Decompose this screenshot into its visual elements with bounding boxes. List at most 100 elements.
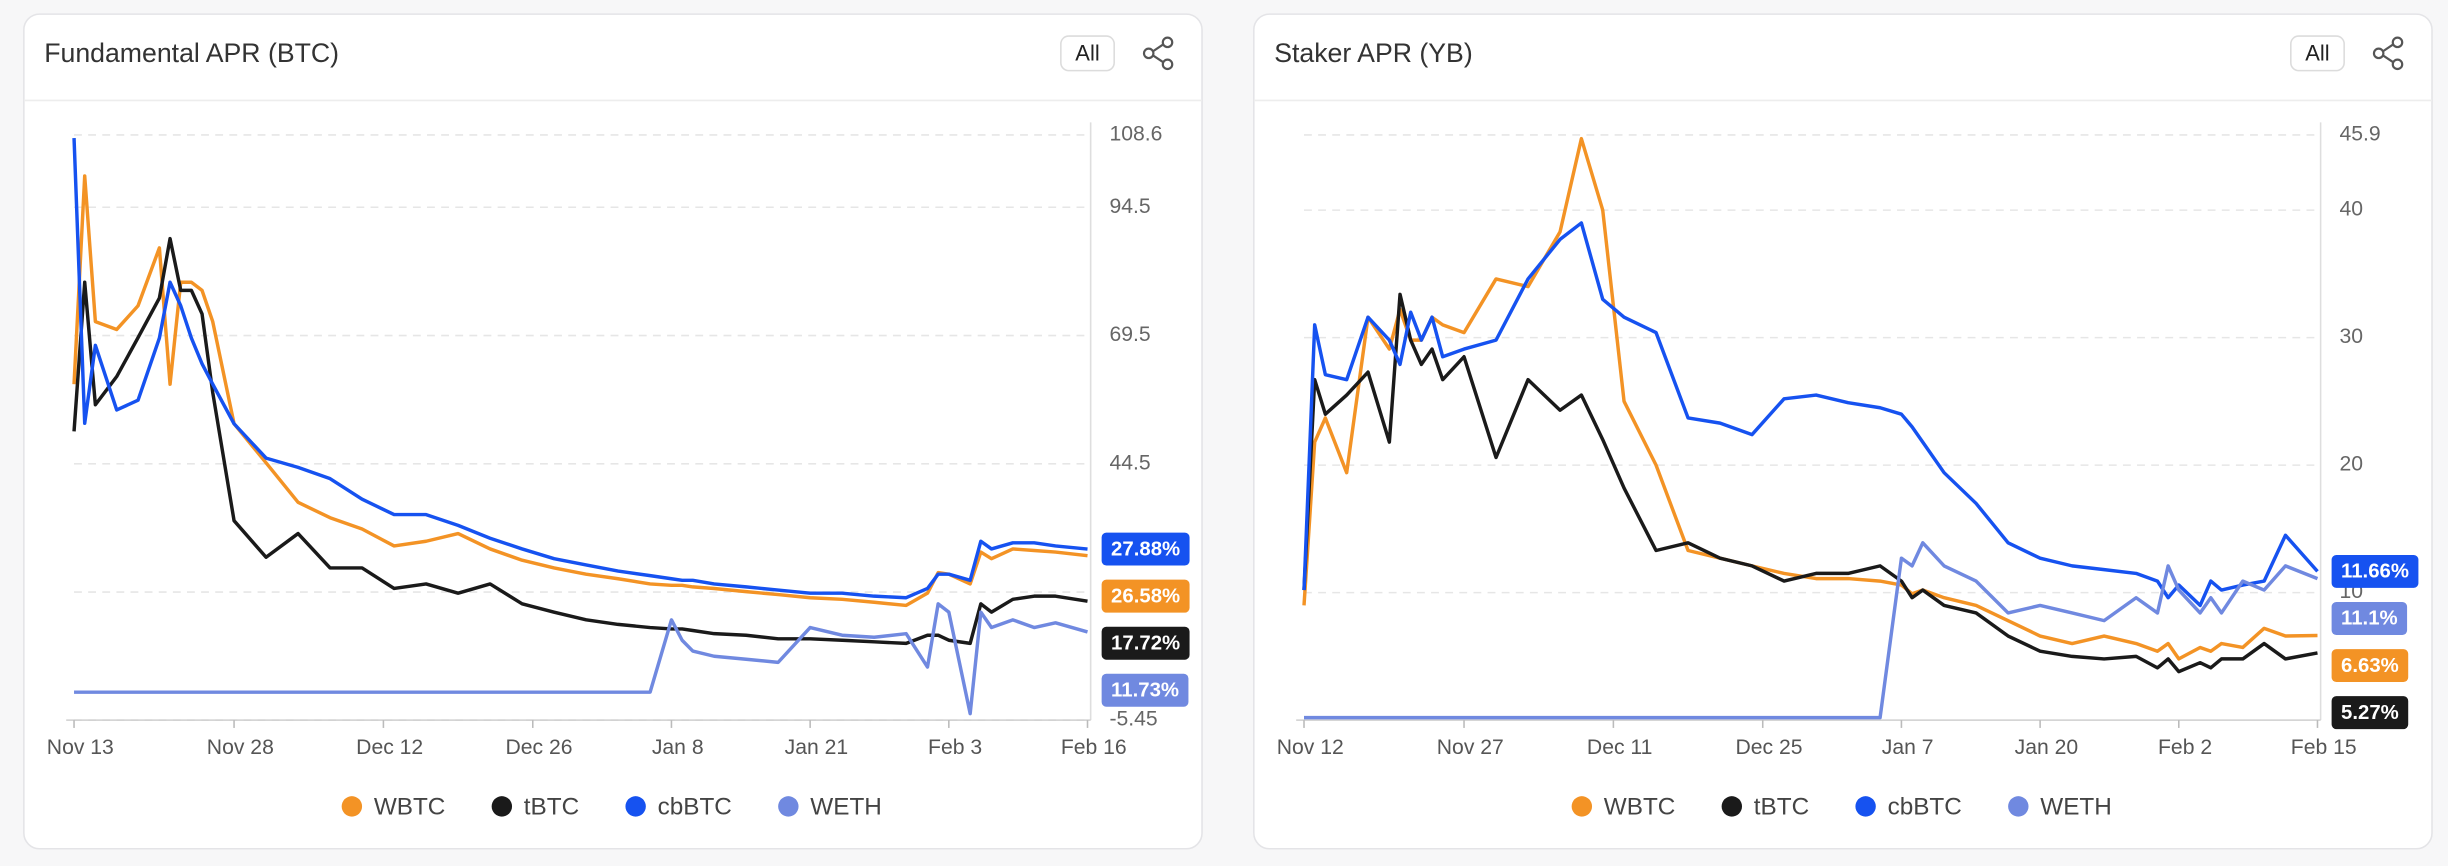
card	[1253, 13, 2433, 850]
value-badge: 26.58%	[1101, 579, 1190, 613]
legend-item: cbBTC	[625, 793, 732, 820]
value-badge-box	[1101, 626, 1190, 660]
y-tick-label: 40	[2339, 198, 2363, 221]
share-icon[interactable]	[1142, 36, 1174, 71]
series-line	[1302, 221, 2319, 608]
value-badge-box	[1101, 579, 1190, 613]
y-tick-label: 69.5	[1109, 323, 1150, 346]
range-button-label[interactable]: All	[1075, 41, 1099, 66]
legend-label: tBTC	[524, 793, 579, 820]
x-tick-label: Feb 3	[928, 736, 982, 759]
value-badge-box	[1101, 532, 1190, 566]
legend-label: WETH	[810, 793, 882, 820]
share-node[interactable]	[1161, 36, 1174, 49]
legend-item: WBTC	[341, 793, 446, 820]
chart-card: Fundamental APR (BTC) All 108.6 94.5 69.5 44.…	[23, 13, 1203, 850]
x-tick-label: Nov 28	[207, 736, 274, 759]
share-icon[interactable]	[2372, 36, 2404, 71]
legend-label: cbBTC	[658, 793, 732, 820]
range-button[interactable]: All	[1060, 35, 1115, 72]
value-label: 11.66%	[2341, 561, 2409, 583]
legend-marker	[341, 796, 363, 817]
value-label: 27.88%	[1111, 538, 1180, 560]
legend-marker	[491, 796, 513, 817]
range-button-box[interactable]	[2290, 35, 2345, 72]
value-label: 11.73%	[1111, 679, 1179, 701]
value-badge: 11.1%	[2331, 602, 2408, 635]
legend-item: tBTC	[1721, 793, 1809, 820]
range-button[interactable]: All	[2290, 35, 2345, 72]
chart-title: Staker APR (YB)	[1274, 38, 1473, 68]
value-badge-box	[2331, 696, 2409, 730]
share-node[interactable]	[2391, 58, 2404, 71]
legend-marker	[1721, 796, 1743, 817]
value-badge: 11.66%	[2331, 554, 2419, 588]
x-tick-label: Nov 13	[47, 736, 114, 759]
y-tick-label: 44.5	[1109, 451, 1150, 474]
series-line	[1304, 541, 2319, 720]
share-node[interactable]	[1142, 47, 1155, 60]
y-tick-label: 94.5	[1109, 195, 1150, 218]
x-tick-label: Nov 12	[1277, 736, 1344, 759]
y-tick-label: -5.45	[1109, 708, 1157, 731]
share-link[interactable]	[2382, 54, 2394, 63]
legend-item: WBTC	[1571, 793, 1676, 820]
legend-label: WBTC	[1604, 793, 1676, 820]
share-node[interactable]	[2391, 36, 2404, 49]
legend-marker	[1855, 796, 1876, 817]
range-button-box[interactable]	[1060, 35, 1115, 72]
value-badge-box	[2331, 602, 2408, 635]
share-node[interactable]	[2372, 47, 2385, 60]
x-tick-label: Jan 7	[1882, 736, 1934, 759]
value-badge-box	[2331, 554, 2419, 588]
series-line	[74, 602, 1088, 716]
range-button-label[interactable]: All	[2305, 41, 2329, 66]
legend-label: cbBTC	[1888, 793, 1962, 820]
value-badge-box	[2331, 649, 2409, 683]
series-line	[72, 236, 1088, 646]
y-tick-label: 20	[2339, 453, 2363, 476]
share-link[interactable]	[1152, 54, 1164, 63]
series-line	[1302, 292, 2318, 674]
y-tick-label: 30	[2339, 325, 2363, 348]
legend-label: WETH	[2040, 793, 2112, 820]
x-tick-label: Jan 8	[652, 736, 704, 759]
x-tick-label: Jan 20	[2015, 736, 2079, 759]
x-tick-label: Dec 12	[356, 736, 423, 759]
value-label: 11.1%	[2341, 608, 2398, 630]
series-line	[72, 137, 1088, 600]
x-tick-label: Dec 11	[1587, 736, 1652, 759]
legend-item: tBTC	[491, 793, 579, 820]
value-badge: 27.88%	[1101, 532, 1190, 566]
value-badge: 11.73%	[1101, 673, 1189, 707]
x-tick-label: Feb 16	[1061, 736, 1127, 759]
legend-label: WBTC	[374, 793, 446, 820]
value-label: 26.58%	[1111, 585, 1180, 607]
x-tick-label: Jan 21	[785, 736, 849, 759]
legend-item: WETH	[2008, 793, 2112, 820]
share-link[interactable]	[2382, 43, 2394, 52]
y-tick-label: 45.9	[2339, 123, 2380, 146]
legend-marker	[625, 796, 646, 817]
value-badge-box	[1101, 673, 1189, 707]
legend-label: tBTC	[1754, 793, 1809, 820]
value-label: 6.63%	[2341, 655, 2399, 677]
legend-marker	[1571, 796, 1593, 817]
chart-title: Fundamental APR (BTC)	[44, 38, 339, 68]
value-badge: 17.72%	[1101, 626, 1190, 660]
legend-item: cbBTC	[1855, 793, 1962, 820]
legend-item: WETH	[778, 793, 882, 820]
value-label: 5.27%	[2341, 702, 2399, 724]
card	[23, 13, 1203, 850]
value-label: 17.72%	[1111, 632, 1180, 654]
share-node[interactable]	[1161, 58, 1174, 71]
x-tick-label: Dec 25	[1735, 736, 1802, 759]
y-tick-label: 108.6	[1109, 123, 1162, 146]
legend-marker	[2008, 796, 2029, 817]
share-link[interactable]	[1152, 43, 1164, 52]
value-badge: 5.27%	[2331, 696, 2409, 730]
value-badge: 6.63%	[2331, 649, 2409, 683]
